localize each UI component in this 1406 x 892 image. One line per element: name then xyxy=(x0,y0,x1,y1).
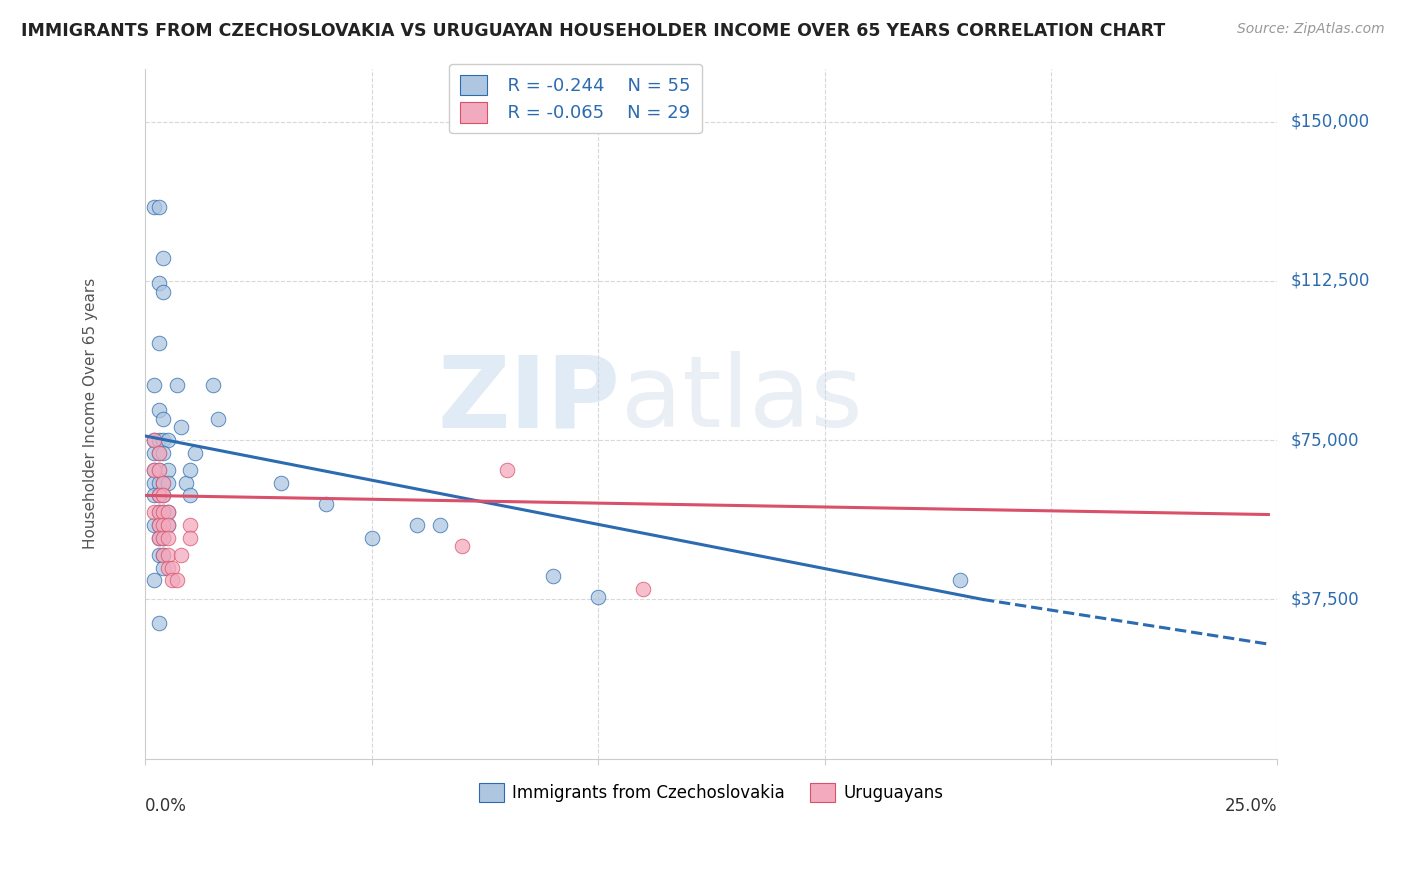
Point xyxy=(156,548,179,562)
Point xyxy=(156,518,179,533)
Point xyxy=(156,560,179,574)
Point xyxy=(179,488,201,502)
Point xyxy=(633,582,655,596)
Point xyxy=(152,285,174,299)
Point xyxy=(148,403,170,417)
Point xyxy=(148,488,170,502)
Point xyxy=(586,591,609,605)
Point xyxy=(143,505,166,519)
Point xyxy=(152,518,174,533)
Point xyxy=(949,574,972,588)
Point xyxy=(179,518,201,533)
Point xyxy=(152,251,174,265)
Point xyxy=(152,548,174,562)
Point xyxy=(148,446,170,460)
Point xyxy=(152,505,174,519)
Text: Source: ZipAtlas.com: Source: ZipAtlas.com xyxy=(1237,22,1385,37)
Point xyxy=(179,531,201,545)
Point xyxy=(156,475,179,490)
Point xyxy=(270,475,292,490)
Point xyxy=(152,531,174,545)
Point xyxy=(143,475,166,490)
Point xyxy=(184,446,207,460)
Point xyxy=(143,574,166,588)
Point xyxy=(143,433,166,447)
Text: ZIP: ZIP xyxy=(437,351,620,449)
Point xyxy=(451,540,474,554)
Point xyxy=(148,518,170,533)
Point xyxy=(152,488,174,502)
Point xyxy=(166,378,188,392)
Point xyxy=(148,518,170,533)
Point xyxy=(148,531,170,545)
Point xyxy=(156,433,179,447)
Point xyxy=(496,463,519,477)
Point xyxy=(148,488,170,502)
Text: IMMIGRANTS FROM CZECHOSLOVAKIA VS URUGUAYAN HOUSEHOLDER INCOME OVER 65 YEARS COR: IMMIGRANTS FROM CZECHOSLOVAKIA VS URUGUA… xyxy=(21,22,1166,40)
Point xyxy=(174,475,197,490)
Text: 0.0%: 0.0% xyxy=(145,797,187,814)
Point xyxy=(202,378,225,392)
Point xyxy=(360,531,382,545)
Point xyxy=(143,446,166,460)
Text: $150,000: $150,000 xyxy=(1291,112,1371,130)
Point xyxy=(148,475,170,490)
Point xyxy=(143,488,166,502)
Point xyxy=(315,497,337,511)
Point xyxy=(166,574,188,588)
Point xyxy=(148,615,170,630)
Text: Householder Income Over 65 years: Householder Income Over 65 years xyxy=(83,278,98,549)
Point xyxy=(162,560,184,574)
Point xyxy=(148,200,170,214)
Point xyxy=(541,569,564,583)
Point xyxy=(156,518,179,533)
Point xyxy=(152,560,174,574)
Point xyxy=(170,548,193,562)
Point xyxy=(148,446,170,460)
Text: $112,500: $112,500 xyxy=(1291,272,1371,290)
Text: $37,500: $37,500 xyxy=(1291,591,1360,608)
Point xyxy=(143,200,166,214)
Point xyxy=(148,505,170,519)
Point xyxy=(156,505,179,519)
Text: atlas: atlas xyxy=(620,351,862,449)
Point xyxy=(156,531,179,545)
Point xyxy=(152,505,174,519)
Point xyxy=(143,378,166,392)
Point xyxy=(148,463,170,477)
Point xyxy=(152,433,174,447)
Text: $75,000: $75,000 xyxy=(1291,431,1360,450)
Legend: Immigrants from Czechoslovakia, Uruguayans: Immigrants from Czechoslovakia, Uruguaya… xyxy=(472,777,950,809)
Point xyxy=(156,505,179,519)
Point xyxy=(152,475,174,490)
Point xyxy=(152,475,174,490)
Point xyxy=(170,420,193,434)
Point xyxy=(429,518,451,533)
Point xyxy=(148,276,170,290)
Point xyxy=(148,531,170,545)
Point xyxy=(143,463,166,477)
Point xyxy=(152,412,174,426)
Point xyxy=(148,463,170,477)
Point xyxy=(179,463,201,477)
Point xyxy=(405,518,427,533)
Point xyxy=(143,518,166,533)
Point xyxy=(148,433,170,447)
Point xyxy=(162,574,184,588)
Point xyxy=(148,335,170,350)
Text: 25.0%: 25.0% xyxy=(1225,797,1278,814)
Point xyxy=(156,463,179,477)
Point xyxy=(148,548,170,562)
Point xyxy=(148,505,170,519)
Point xyxy=(152,488,174,502)
Point xyxy=(143,463,166,477)
Point xyxy=(143,433,166,447)
Point xyxy=(152,531,174,545)
Point xyxy=(152,548,174,562)
Point xyxy=(152,446,174,460)
Point xyxy=(207,412,229,426)
